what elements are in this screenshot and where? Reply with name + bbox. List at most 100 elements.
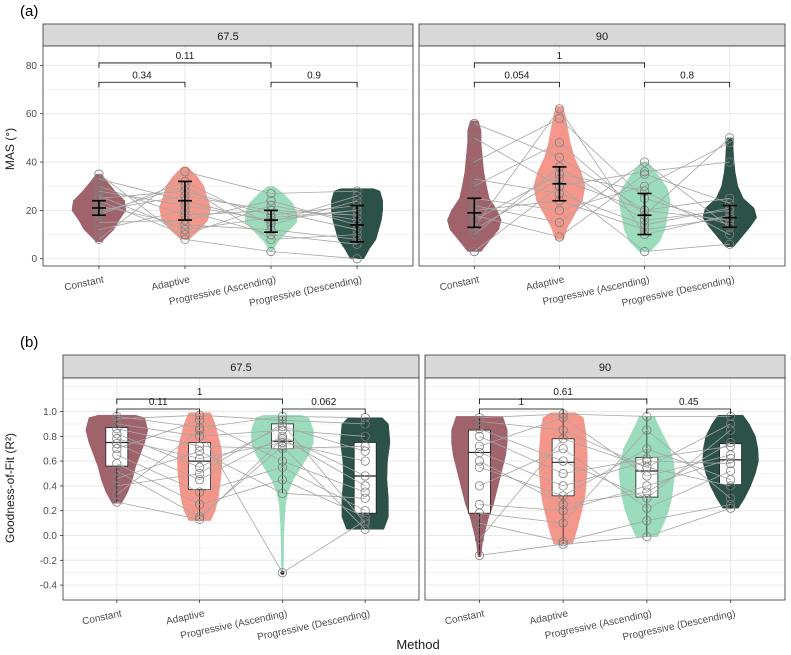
subject-line [479,413,731,419]
data-point [639,181,650,191]
data-point [360,518,370,528]
y-tick-label: 40 [26,158,38,169]
x-tick-label: Constant [81,608,123,627]
x-tick-label: Constant [439,274,481,293]
significance-bracket [98,81,186,88]
data-point [277,415,287,425]
subject-line [479,504,731,543]
data-point [180,167,190,177]
y-tick-label: 0.0 [43,531,57,542]
data-point [277,568,287,578]
data-point [277,441,287,451]
data-point [474,481,485,491]
subject-line [474,185,730,252]
data-point [94,169,104,179]
data-point [112,434,122,444]
subject-line [98,200,358,226]
data-point [642,444,652,454]
subject-line [116,423,366,524]
data-point [639,157,650,167]
subject-line [479,417,731,477]
subject-line [474,118,730,226]
data-point [352,191,362,201]
data-point [642,532,652,542]
box-3 [719,443,742,486]
subject-line [116,435,366,481]
data-point [94,217,104,228]
data-point [554,232,565,242]
x-axis-label: Method [396,637,439,652]
subject-line [116,463,366,518]
data-point [554,217,565,228]
data-point [558,506,568,516]
data-point [352,186,362,196]
data-point [469,181,479,191]
data-point [360,481,370,491]
data-point [558,434,568,444]
panel-label-b: (b) [20,334,38,351]
y-tick-label: -0.4 [40,581,58,592]
x-tick-label: Constant [63,274,105,293]
significance-bracket [281,408,366,415]
p-value-label: 0.8 [680,70,694,81]
data-point [360,493,370,503]
x-tick-label: Adaptive [529,608,570,627]
data-point [360,506,370,516]
data-point [725,133,735,143]
data-point [558,468,568,479]
p-value-label: 0.062 [311,397,336,408]
data-point [112,497,122,507]
data-point [642,481,652,491]
data-point [725,419,736,429]
subject-line [474,173,730,235]
significance-bracket [473,81,560,88]
y-tick-label: 20 [26,206,38,217]
subject-line [116,438,366,462]
data-point [725,157,735,167]
data-point [277,419,287,429]
data-point [554,152,565,162]
subject-line [116,438,366,520]
facet-title: 67.5 [230,362,251,374]
subject-line [479,452,731,487]
y-tick-label: 0.4 [43,481,57,492]
box-1 [551,438,575,497]
data-point [360,431,370,441]
p-value-label: 1 [557,51,563,62]
data-point [360,446,370,456]
data-point [195,415,205,425]
subject-line [474,166,730,235]
y-tick-label: 0.2 [43,506,57,517]
data-point [725,499,736,510]
data-point [474,534,485,544]
data-point [554,205,565,215]
y-tick-label: 0.8 [43,432,57,443]
data-point [195,512,205,522]
y-tick-label: 0 [31,254,37,265]
data-point [94,181,104,191]
box-1 [188,442,212,491]
data-point [642,487,652,497]
data-point [639,246,650,257]
data-point [112,444,122,454]
data-point [725,138,735,148]
data-point [195,514,205,524]
data-point [94,225,104,235]
panel-frame [42,45,414,267]
significance-bracket [646,408,731,415]
x-tick-label: Adaptive [165,608,206,627]
p-value-label: 0.9 [307,70,321,81]
data-point [725,229,735,240]
data-point [639,169,650,179]
data-point [642,516,652,526]
p-value-label: 0.11 [176,51,195,62]
data-point [112,439,122,449]
significance-bracket [270,81,358,88]
facet-title: 90 [596,31,608,43]
subject-line [474,173,730,238]
panel-frame [418,45,786,267]
data-point [474,550,485,560]
p-value-label: 1 [518,397,524,408]
